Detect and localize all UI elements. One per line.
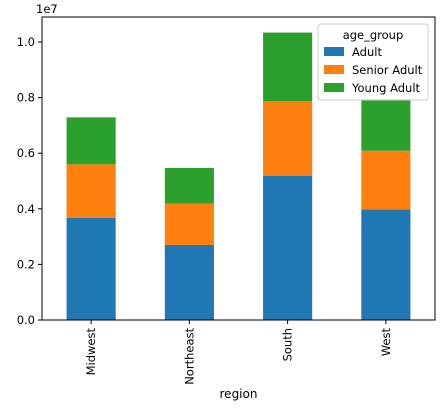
bar-south-adult [263,176,313,320]
y-axis-offset-label: 1e7 [36,2,58,16]
bar-west-senior-adult [361,150,411,210]
bar-northeast-senior-adult [164,203,214,245]
legend-swatch [324,65,344,74]
bar-west-adult [361,209,411,320]
legend-label: Young Adult [351,81,421,95]
bar-west-young-adult [361,99,411,151]
y-tick-label: 0.6 [17,146,35,160]
x-axis-title: region [220,387,258,401]
bar-south-senior-adult [263,101,313,177]
legend-title: age_group [343,28,404,42]
x-tick-label: South [281,328,295,361]
legend: age_group Adult Senior Adult Young Adult [317,23,429,101]
legend-label: Senior Adult [352,63,423,77]
x-tick-label: Midwest [84,328,98,376]
y-tick-label: 0.0 [17,313,35,327]
legend-box [317,23,429,101]
legend-swatch [324,47,344,56]
bars-layer [66,32,411,320]
y-tick-label: 0.4 [17,202,35,216]
y-axis: 0.0 0.2 0.4 0.6 0.8 1.0 [17,35,42,327]
legend-label: Adult [352,45,382,59]
x-tick-label: Northeast [182,328,196,385]
legend-entries: Adult Senior Adult Young Adult [324,45,423,95]
legend-swatch [324,83,344,92]
bar-northeast-adult [164,244,214,320]
bar-midwest-young-adult [66,117,116,165]
y-tick-label: 1.0 [17,35,35,49]
y-tick-label: 0.8 [17,91,35,105]
plot-frame [41,16,436,321]
x-tick-label: West [379,328,393,357]
x-axis: Midwest Northeast South West [84,320,393,385]
bar-midwest-adult [66,217,116,320]
bar-midwest-senior-adult [66,164,116,218]
y-tick-label: 0.2 [17,257,35,271]
bar-south-young-adult [263,32,313,102]
bar-northeast-young-adult [164,167,214,204]
